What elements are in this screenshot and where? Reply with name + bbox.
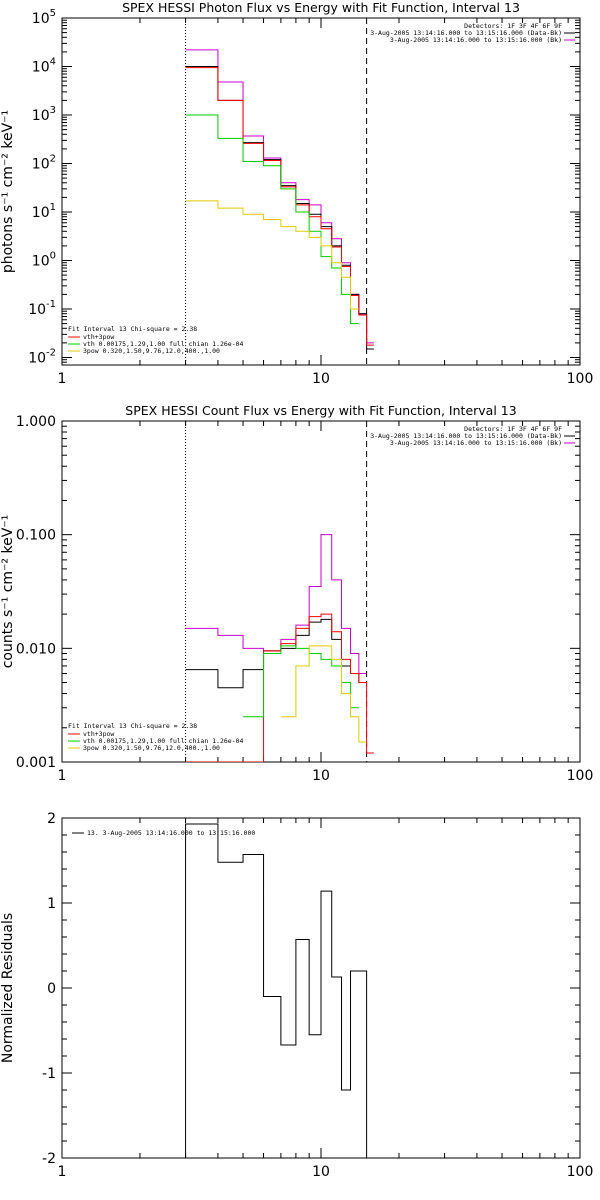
x-tick-label: 100	[567, 1164, 594, 1180]
legend-fit-text: vth 0.00175,1.29,1.00 full chian 1.26e-0…	[83, 340, 244, 348]
series-line-5	[280, 645, 367, 743]
y-tick-label: 0	[47, 981, 56, 997]
legend-top-text: 3-Aug-2005 13:14:16.000 to 13:15:16.000 …	[390, 36, 562, 44]
series-line-1	[185, 534, 367, 675]
legend-fit-text: vth 0.00175,1.29,1.00 full chian 1.26e-0…	[83, 737, 244, 745]
legend-fit-text: vth+3pow	[83, 730, 114, 738]
series-line-2	[185, 65, 374, 350]
y-tick-label: 0.010	[16, 641, 56, 657]
legend-interval-text: 13. 3-Aug-2005 13:14:16.000 to 13:15:16.…	[87, 829, 255, 837]
y-axis-label: counts s⁻¹ cm⁻² keV⁻¹	[0, 515, 16, 669]
legend-top-text: 3-Aug-2005 13:14:16.000 to 13:15:16.000 …	[370, 29, 562, 37]
y-tick-label: -2	[42, 1151, 56, 1167]
y-tick-label: 0.100	[16, 528, 56, 544]
x-tick-label: 1	[58, 768, 67, 784]
chart-title: SPEX HESSI Photon Flux vs Energy with Fi…	[122, 0, 520, 15]
legend-top-text: Detectors: 1F 3F 4F 6F 9F	[464, 22, 562, 30]
legend-fit-header: Fit Interval 13 Chi-square = 2.38	[68, 722, 197, 730]
y-axis-label: Normalized Residuals	[0, 913, 16, 1063]
series-line-4	[243, 645, 359, 718]
series-group	[185, 49, 374, 350]
x-tick-label: 10	[312, 768, 330, 784]
legend-top-text: Detectors: 1F 3F 4F 6F 9F	[464, 425, 562, 433]
y-tick-label: 1	[47, 896, 56, 912]
chart-title: SPEX HESSI Count Flux vs Energy with Fit…	[125, 403, 516, 418]
x-tick-label: 100	[567, 768, 594, 784]
legend-top-text: 3-Aug-2005 13:14:16.000 to 13:15:16.000 …	[370, 432, 562, 440]
legend-fit-text: vth+3pow	[83, 333, 114, 341]
series-line-1	[185, 823, 368, 1158]
chart-panel-2: SPEX HESSI Count Flux vs Energy with Fit…	[0, 403, 593, 784]
legend-fit-text: 3pow 0.320,1.50,9.76,12.0,400.,1.00	[83, 347, 220, 355]
y-axis-label: photons s⁻¹ cm⁻² keV⁻¹	[0, 110, 16, 273]
chart-panel-3: 1 10 100 -2 -1 0 1 2 Normalized Residuals 13. 3-A…	[0, 811, 593, 1180]
legend-top-text: 3-Aug-2005 13:14:16.000 to 13:15:16.000 …	[390, 439, 562, 447]
x-tick-label: 10	[312, 371, 330, 387]
legend-fit-text: 3pow 0.320,1.50,9.76,12.0,400.,1.00	[83, 744, 220, 752]
series-line-3	[185, 67, 374, 346]
series-group	[185, 823, 368, 1158]
x-tick-label: 1	[58, 371, 67, 387]
series-group	[185, 534, 374, 762]
legend-fit-header: Fit Interval 13 Chi-square = 2.38	[68, 325, 197, 333]
x-tick-label: 10	[312, 1164, 330, 1180]
y-tick-label: 1.000	[16, 414, 56, 430]
series-line-4	[185, 114, 359, 325]
y-tick-label: 0.001	[16, 755, 56, 771]
x-tick-label: 100	[567, 371, 594, 387]
y-tick-label: 2	[47, 811, 56, 827]
chart-panel-1: SPEX HESSI Photon Flux vs Energy with Fi…	[0, 0, 593, 387]
x-tick-label: 1	[58, 1164, 67, 1180]
series-line-5	[185, 200, 359, 310]
y-tick-label: -1	[42, 1066, 56, 1082]
